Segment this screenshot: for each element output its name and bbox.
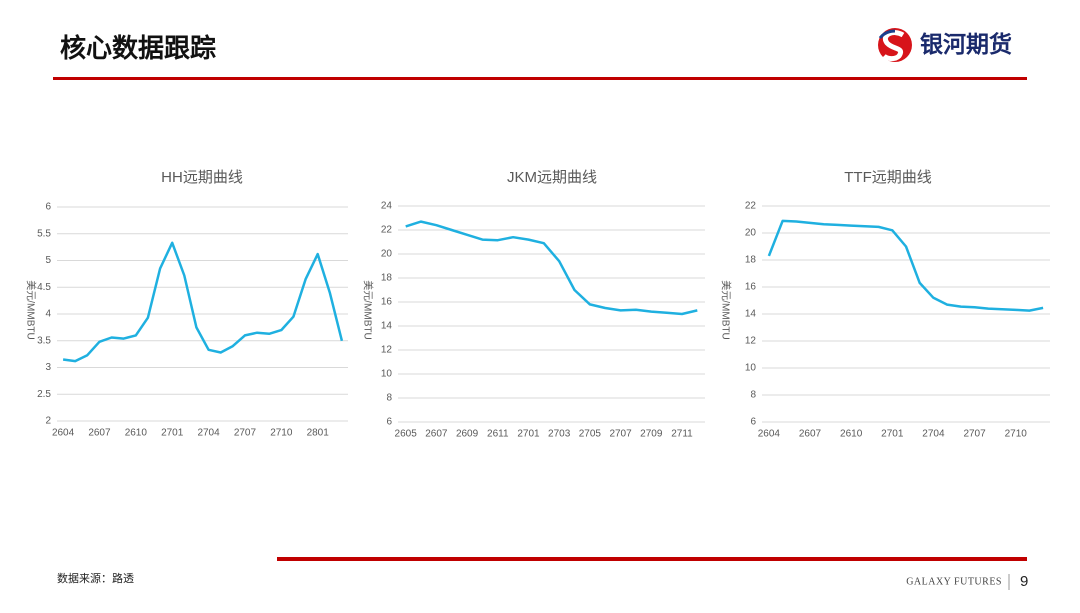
y-tick-label: 6	[386, 417, 392, 428]
y-tick-label: 18	[381, 273, 393, 284]
footer-rule	[277, 557, 1027, 561]
y-tick-label: 10	[381, 369, 393, 380]
page-number: 9	[1020, 573, 1028, 590]
data-line	[62, 241, 344, 363]
y-tick-label: 5.5	[37, 228, 51, 239]
x-tick-label: 2604	[52, 428, 75, 439]
y-tick-label: 16	[745, 282, 757, 293]
x-tick-label: 2604	[758, 429, 781, 440]
brand-name: 银河期货	[920, 31, 1012, 57]
y-tick-label: 24	[381, 201, 393, 212]
y-tick-label: 3	[45, 362, 51, 373]
y-tick-label: 22	[381, 225, 393, 236]
y-tick-label: 4	[45, 309, 51, 320]
y-axis-label: 美元/MMBTU	[719, 280, 732, 339]
y-tick-label: 6	[45, 202, 51, 213]
x-tick-label: 2607	[799, 429, 822, 440]
y-tick-label: 12	[381, 345, 393, 356]
y-tick-label: 10	[745, 363, 757, 374]
x-tick-label: 2707	[963, 429, 986, 440]
y-tick-label: 5	[45, 255, 51, 266]
y-axis-label: 美元/MMBTU	[24, 280, 37, 339]
y-tick-label: 12	[745, 336, 757, 347]
chart-title: JKM远期曲线	[507, 169, 597, 186]
chart-title: TTF远期曲线	[844, 169, 932, 186]
x-tick-label: 2707	[234, 428, 257, 439]
x-tick-label: 2703	[548, 429, 571, 440]
data-line	[405, 220, 698, 316]
y-tick-label: 22	[745, 201, 757, 212]
x-tick-label: 2611	[487, 429, 509, 440]
header-rule	[53, 77, 1027, 80]
data-line	[767, 219, 1044, 312]
x-tick-label: 2610	[125, 428, 148, 439]
y-tick-label: 4.5	[37, 282, 51, 293]
x-tick-label: 2607	[425, 429, 448, 440]
y-tick-label: 16	[381, 297, 393, 308]
y-axis-label: 美元/MMBTU	[361, 280, 374, 339]
x-tick-label: 2801	[307, 428, 330, 439]
y-tick-label: 14	[745, 309, 757, 320]
x-tick-label: 2704	[197, 428, 220, 439]
x-tick-label: 2710	[1005, 429, 1028, 440]
y-tick-label: 20	[381, 249, 393, 260]
y-tick-label: 2.5	[37, 389, 51, 400]
y-tick-label: 3.5	[37, 335, 51, 346]
x-tick-label: 2705	[579, 429, 602, 440]
x-tick-label: 2710	[270, 428, 293, 439]
x-tick-label: 2709	[640, 429, 663, 440]
data-source: 数据来源：路透	[57, 571, 134, 585]
x-tick-label: 2610	[840, 429, 863, 440]
y-tick-label: 6	[750, 417, 756, 428]
y-tick-label: 2	[45, 416, 51, 427]
x-tick-label: 2704	[922, 429, 945, 440]
y-tick-label: 14	[381, 321, 393, 332]
logo	[878, 28, 912, 62]
y-tick-label: 8	[386, 393, 392, 404]
company-name: GALAXY FUTURES	[906, 576, 1002, 587]
x-tick-label: 2701	[161, 428, 184, 439]
slide-title: 核心数据跟踪	[60, 33, 216, 63]
x-tick-label: 2605	[395, 429, 418, 440]
y-tick-label: 20	[745, 228, 757, 239]
x-tick-label: 2701	[881, 429, 904, 440]
x-tick-label: 2609	[456, 429, 479, 440]
y-tick-label: 18	[745, 255, 757, 266]
x-tick-label: 2701	[517, 429, 540, 440]
x-tick-label: 2607	[88, 428, 111, 439]
y-tick-label: 8	[750, 390, 756, 401]
x-tick-label: 2711	[671, 429, 693, 440]
chart-title: HH远期曲线	[161, 169, 243, 186]
x-tick-label: 2707	[609, 429, 632, 440]
